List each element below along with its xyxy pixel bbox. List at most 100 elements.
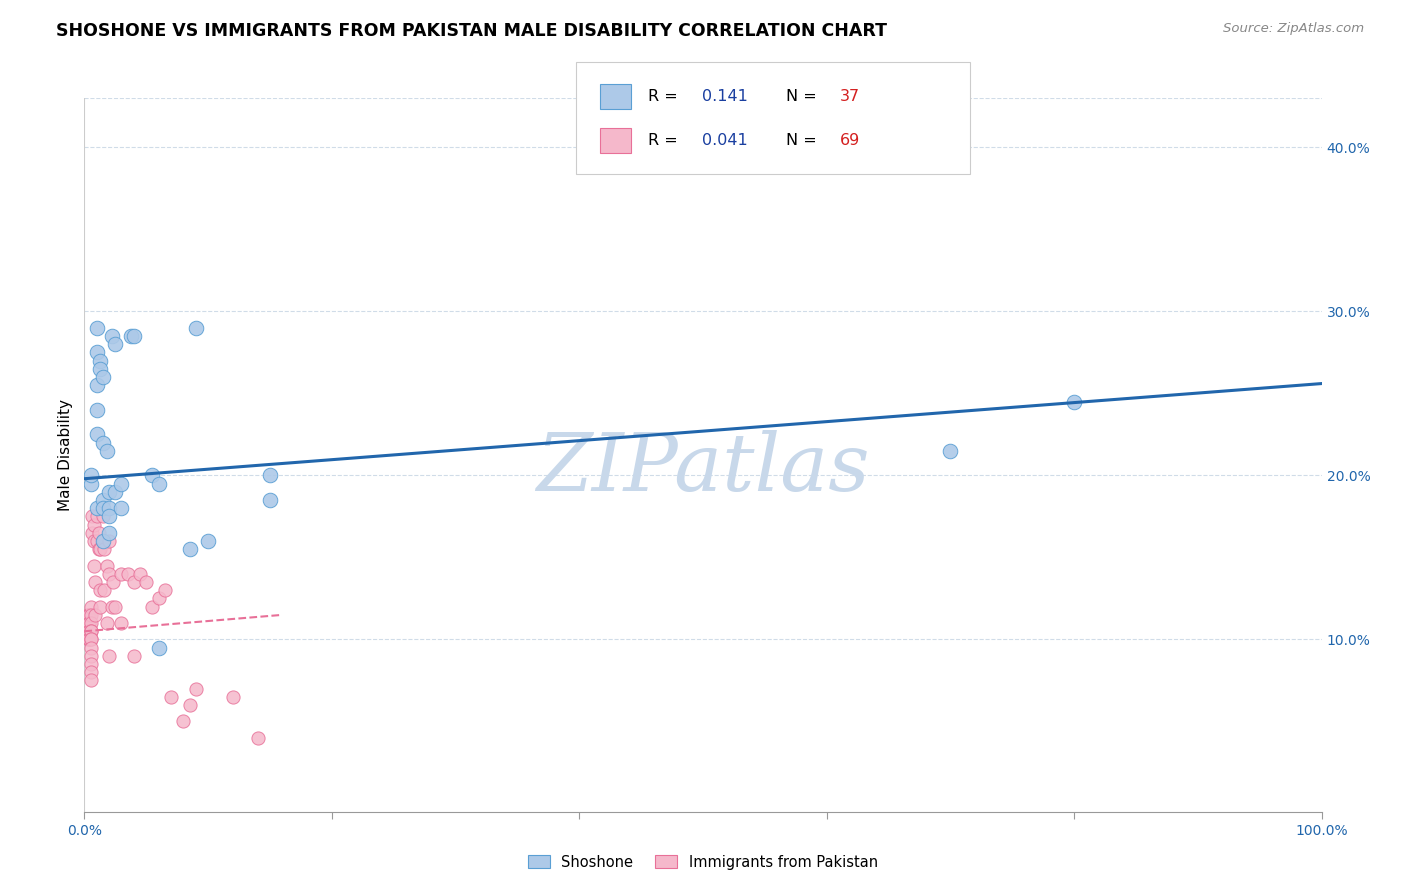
Point — [104, 484, 127, 499]
Point — [96, 558, 118, 573]
Point — [84, 575, 107, 590]
Point — [160, 690, 183, 704]
Point — [79, 616, 101, 631]
Point — [98, 566, 121, 581]
Point — [91, 534, 114, 549]
Point — [86, 320, 108, 334]
Point — [122, 648, 145, 663]
Point — [79, 599, 101, 614]
Text: 69: 69 — [839, 134, 859, 148]
Point — [79, 607, 101, 622]
Text: R =: R = — [648, 134, 683, 148]
Point — [122, 575, 145, 590]
Point — [79, 476, 101, 491]
Point — [246, 731, 269, 745]
Point — [98, 525, 121, 540]
Point — [98, 648, 121, 663]
Point — [86, 427, 108, 442]
Point — [93, 583, 115, 598]
Point — [77, 616, 100, 631]
Text: N =: N = — [786, 89, 823, 103]
Point — [89, 353, 111, 368]
Point — [148, 476, 170, 491]
Point — [89, 583, 111, 598]
Text: N =: N = — [786, 134, 823, 148]
Point — [83, 534, 105, 549]
Point — [110, 566, 132, 581]
Point — [179, 698, 201, 712]
Point — [79, 632, 101, 647]
Point — [80, 525, 103, 540]
Point — [179, 542, 201, 557]
Text: 37: 37 — [839, 89, 859, 103]
Text: 0.141: 0.141 — [702, 89, 748, 103]
Point — [91, 509, 114, 524]
Point — [89, 599, 111, 614]
Point — [86, 509, 108, 524]
Text: Source: ZipAtlas.com: Source: ZipAtlas.com — [1223, 22, 1364, 36]
Point — [77, 632, 100, 647]
Point — [89, 525, 111, 540]
Point — [79, 624, 101, 639]
Point — [79, 624, 101, 639]
Point — [91, 370, 114, 384]
Point — [120, 329, 142, 343]
Point — [79, 632, 101, 647]
Point — [98, 484, 121, 499]
Point — [153, 583, 176, 598]
Point — [148, 640, 170, 655]
Point — [77, 607, 100, 622]
Point — [110, 501, 132, 516]
Point — [79, 624, 101, 639]
Point — [141, 599, 163, 614]
Point — [86, 345, 108, 359]
Text: 0.041: 0.041 — [702, 134, 748, 148]
Point — [79, 632, 101, 647]
Y-axis label: Male Disability: Male Disability — [58, 399, 73, 511]
Point — [129, 566, 152, 581]
Point — [91, 493, 114, 508]
Point — [100, 329, 122, 343]
Point — [89, 361, 111, 376]
Point — [79, 607, 101, 622]
Text: SHOSHONE VS IMMIGRANTS FROM PAKISTAN MALE DISABILITY CORRELATION CHART: SHOSHONE VS IMMIGRANTS FROM PAKISTAN MAL… — [56, 22, 887, 40]
Point — [104, 337, 127, 351]
Point — [91, 534, 114, 549]
Point — [79, 616, 101, 631]
Point — [110, 616, 132, 631]
Point — [141, 468, 163, 483]
Point — [79, 616, 101, 631]
Point — [1063, 394, 1085, 409]
Point — [79, 624, 101, 639]
Point — [135, 575, 157, 590]
Legend: Shoshone, Immigrants from Pakistan: Shoshone, Immigrants from Pakistan — [522, 849, 884, 876]
Point — [79, 640, 101, 655]
Point — [77, 624, 100, 639]
Point — [98, 501, 121, 516]
Point — [197, 534, 219, 549]
Point — [89, 542, 111, 557]
Point — [122, 329, 145, 343]
Point — [80, 509, 103, 524]
Point — [83, 517, 105, 532]
Point — [104, 599, 127, 614]
Point — [184, 320, 207, 334]
Point — [89, 542, 111, 557]
Point — [110, 476, 132, 491]
Point — [79, 673, 101, 688]
Point — [86, 378, 108, 392]
Point — [259, 493, 281, 508]
Point — [91, 501, 114, 516]
Point — [83, 558, 105, 573]
Point — [101, 575, 124, 590]
Point — [77, 616, 100, 631]
Point — [148, 591, 170, 606]
Point — [117, 566, 139, 581]
Point — [79, 657, 101, 671]
Point — [91, 435, 114, 450]
Point — [77, 624, 100, 639]
Point — [172, 714, 194, 729]
Point — [86, 402, 108, 417]
Point — [93, 542, 115, 557]
Point — [98, 534, 121, 549]
